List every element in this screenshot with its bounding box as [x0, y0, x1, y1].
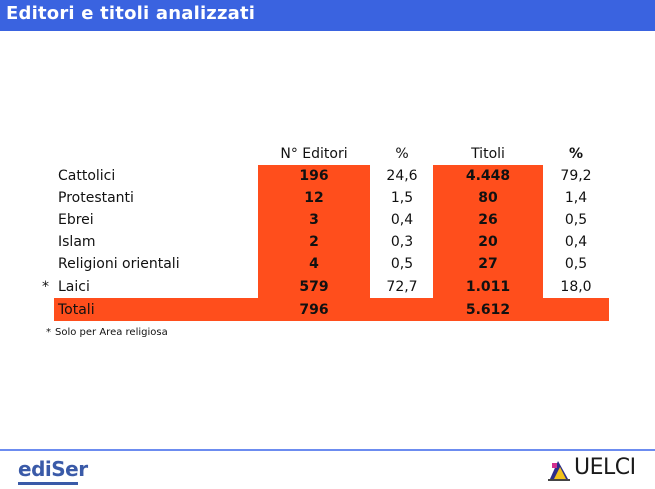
total-editori: 796 — [299, 302, 329, 318]
bottom-divider — [0, 449, 655, 451]
cell-pct-editori: 72,7 — [386, 279, 418, 295]
cell-pct-titoli: 0,5 — [564, 212, 588, 228]
row-label: Religioni orientali — [58, 256, 180, 272]
cell-pct-titoli: 79,2 — [560, 168, 592, 184]
editori-column-fill — [258, 165, 370, 298]
cell-pct-editori: 0,3 — [390, 234, 414, 250]
cell-pct-editori: 1,5 — [390, 190, 414, 206]
cell-editori: 12 — [304, 190, 324, 206]
uelci-logo-text: UELCI — [574, 455, 636, 480]
cell-editori: 4 — [309, 256, 319, 272]
footnote-text: Solo per Area religiosa — [55, 327, 168, 338]
row-label: Ebrei — [58, 212, 94, 228]
cell-pct-titoli: 1,4 — [564, 190, 588, 206]
cell-pct-editori: 24,6 — [386, 168, 418, 184]
row-label: Protestanti — [58, 190, 134, 206]
cell-editori: 579 — [299, 279, 329, 295]
page-title: Editori e titoli analizzati — [6, 3, 256, 24]
ediser-logo-bar — [18, 482, 78, 485]
cell-editori: 2 — [309, 234, 319, 250]
header-titoli: Titoli — [471, 146, 505, 162]
footnote: * Solo per Area religiosa — [46, 327, 168, 338]
cell-pct-titoli: 0,5 — [564, 256, 588, 272]
uelci-emblem-icon — [548, 461, 570, 481]
cell-titoli: 1.011 — [465, 279, 511, 295]
cell-pct-editori: 0,4 — [390, 212, 414, 228]
row-label: Cattolici — [58, 168, 116, 184]
row-label: Laici — [58, 279, 90, 295]
title-bar: Editori e titoli analizzati — [0, 0, 655, 31]
footnote-marker: * — [46, 327, 51, 338]
header-pct-titoli: % — [568, 146, 584, 162]
uelci-logo: UELCI — [548, 455, 648, 485]
total-label: Totali — [58, 302, 95, 318]
total-titoli: 5.612 — [465, 302, 511, 318]
header-editori: N° Editori — [280, 146, 348, 162]
cell-titoli: 27 — [478, 256, 498, 272]
cell-editori: 196 — [299, 168, 329, 184]
cell-titoli: 4.448 — [465, 168, 511, 184]
cell-titoli: 80 — [478, 190, 498, 206]
cell-editori: 3 — [309, 212, 319, 228]
cell-pct-titoli: 0,4 — [564, 234, 588, 250]
cell-pct-editori: 0,5 — [390, 256, 414, 272]
row-label: Islam — [58, 234, 96, 250]
cell-titoli: 26 — [478, 212, 498, 228]
row-asterisk: * — [42, 279, 49, 295]
totals-row-fill — [54, 298, 609, 321]
cell-titoli: 20 — [478, 234, 498, 250]
header-pct-editori: % — [395, 146, 409, 162]
cell-pct-titoli: 18,0 — [560, 279, 592, 295]
ediser-logo-text: ediSer — [18, 457, 88, 481]
titoli-column-fill — [433, 165, 543, 298]
ediser-logo: ediSer — [18, 457, 88, 485]
